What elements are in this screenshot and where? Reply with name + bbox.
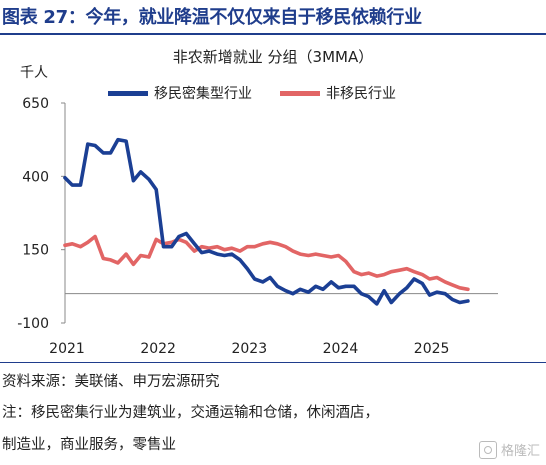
footnote-line-2: 制造业，商业服务，零售业 (2, 437, 176, 453)
footnote-line-1: 注：移民密集行业为建筑业，交通运输和仓储，休闲酒店， (2, 405, 379, 421)
y-tick-label: -100 (17, 316, 49, 332)
source-note: 资料来源：美联储、申万宏源研究 (2, 374, 220, 390)
x-tick-label: 2024 (323, 341, 359, 357)
y-axis-unit-label: 千人 (20, 65, 48, 81)
x-tick-label: 2025 (414, 341, 450, 357)
x-tick-label: 2022 (140, 341, 176, 357)
chart-title: 非农新增就业 分组（3MMA） (172, 48, 374, 66)
legend-item-non-immigrant: 非移民行业 (280, 83, 396, 103)
figure-title: 图表 27：今年，就业降温不仅仅来自于移民依赖行业 (2, 7, 422, 28)
bottom-divider (0, 362, 546, 363)
y-tick-label: 650 (22, 96, 49, 112)
legend-swatch-immigrant (108, 90, 148, 96)
x-tick-label: 2021 (49, 341, 85, 357)
legend-label-non-immigrant: 非移民行业 (326, 86, 396, 102)
series-line-immigrant (63, 137, 470, 306)
watermark-logo-icon (478, 440, 497, 459)
title-divider (0, 33, 546, 35)
watermark-text: 格隆汇 (500, 444, 540, 459)
x-tick-label: 2023 (231, 341, 267, 357)
watermark: 格隆汇 (478, 440, 540, 459)
legend-label-immigrant: 移民密集型行业 (154, 86, 252, 102)
y-tick-label: 150 (22, 243, 49, 259)
y-tick-label: 400 (22, 169, 49, 185)
chart-legend: 移民密集型行业 非移民行业 (108, 83, 424, 103)
legend-swatch-non-immigrant (280, 90, 320, 96)
series-line-non-immigrant (63, 234, 470, 292)
legend-item-immigrant: 移民密集型行业 (108, 83, 252, 103)
